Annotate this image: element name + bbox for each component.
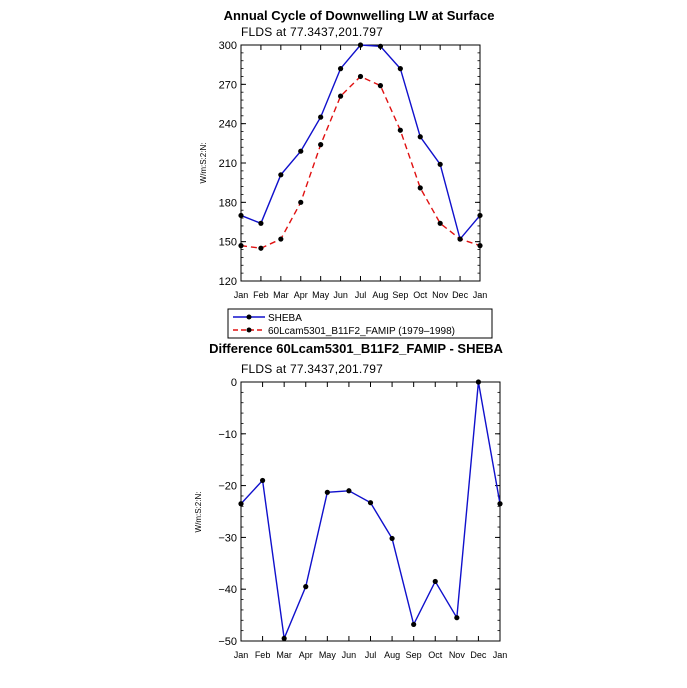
chart2-plot: −50 −40 −30 −20 −10 0 Jan Feb Mar Apr May Jun Jul Aug…: [218, 377, 507, 660]
chart2-xtick-label: Nov: [449, 650, 466, 660]
chart2-xtick-label: Dec: [470, 650, 487, 660]
chart1-xtick-label: Mar: [273, 290, 289, 300]
chart2-series-1-point: [454, 615, 460, 621]
chart2-xtick-label: Apr: [299, 650, 313, 660]
chart1-xtick-label: Apr: [294, 290, 308, 300]
chart1-ytick-label: 240: [219, 119, 237, 131]
chart2-ytick-label: −50: [218, 636, 237, 648]
chart2-series-line-1: [240, 381, 501, 642]
chart1-series-2-point: [337, 93, 344, 99]
chart2-ytick-label: −30: [218, 532, 237, 544]
chart2-ylabel: W/m:S:2:N:: [194, 492, 203, 533]
chart1-xtick-label: Nov: [432, 290, 449, 300]
chart1-series-2-point: [278, 236, 284, 242]
chart1-series-2-point: [298, 199, 304, 205]
chart1-series-1-point: [377, 43, 384, 49]
chart1-ytick-label: 300: [219, 40, 237, 52]
chart2-subtitle: FLDS at 77.3437,201.797: [241, 362, 383, 376]
chart1-ytick-label: 150: [219, 237, 237, 249]
chart1-xtick-label: Sep: [392, 290, 408, 300]
chart2-xtick-label: Jan: [234, 650, 249, 660]
chart1-xtick-label: Jul: [355, 290, 367, 300]
legend-label-model: 60Lcam5301_B11F2_FAMIP (1979–1998): [268, 326, 455, 337]
chart1-series-2-point: [477, 243, 483, 249]
chart1-ytick-label: 120: [219, 276, 237, 288]
chart1-series-2-point: [437, 220, 443, 226]
chart1-series-2-point: [238, 243, 244, 249]
chart1-legend: SHEBA 60Lcam5301_B11F2_FAMIP (1979–1998): [227, 308, 493, 339]
chart2-ytick-label: −20: [218, 481, 237, 493]
chart2-xtick-label: Jun: [342, 650, 357, 660]
chart1-series-1-point: [477, 212, 483, 219]
chart1-xtick-label: Jan: [234, 290, 249, 300]
chart1-series-2-point: [357, 73, 364, 80]
chart2-xtick-label: May: [319, 650, 337, 660]
chart1-ytick-label: 180: [219, 197, 237, 209]
chart2-xtick-label: Mar: [276, 650, 292, 660]
chart1-series-1-point: [238, 212, 244, 219]
chart2-xtick-label: Jul: [365, 650, 377, 660]
chart1-xtick-label: Oct: [413, 290, 428, 300]
chart1-ylabel: W/m:S:2:N:: [199, 143, 208, 184]
chart1-xtick-label: Dec: [452, 290, 469, 300]
chart1-series-1-point: [337, 66, 344, 72]
legend-marker-sheba: [246, 314, 252, 320]
legend-box: [227, 308, 493, 339]
chart2-series-1-point: [475, 379, 482, 385]
chart2-series-1-point: [497, 501, 503, 507]
chart1-ytick-label: 210: [219, 158, 237, 170]
chart2-series-1-point: [324, 489, 330, 495]
chart2-series-1-point: [411, 621, 417, 628]
chart2-series-1-point: [259, 477, 266, 484]
legend-label-sheba: SHEBA: [268, 313, 302, 324]
chart1-title: Annual Cycle of Downwelling LW at Surfac…: [224, 8, 495, 23]
chart2-series-1-point: [432, 578, 438, 585]
chart2-title: Difference 60Lcam5301_B11F2_FAMIP - SHEB…: [209, 341, 503, 356]
chart1-xtick-label: Jan: [473, 290, 488, 300]
chart2-series-1-point: [367, 500, 374, 506]
chart1-series-1-point: [397, 66, 403, 72]
chart1-xtick-label: Aug: [372, 290, 388, 300]
chart2-ytick-label: −10: [218, 429, 237, 441]
chart1-series-1-point: [417, 134, 423, 140]
chart2-series-1-point: [303, 584, 309, 590]
chart2-series-1-point: [281, 635, 287, 642]
chart1-series-2-point: [318, 142, 324, 148]
chart1-series-1-point: [298, 148, 304, 154]
legend-marker-model: [246, 327, 252, 333]
chart2-xtick-label: Jan: [493, 650, 508, 660]
chart1-frame: [240, 44, 481, 282]
chart1-series-2-point: [377, 83, 384, 89]
chart1-series-1-point: [357, 42, 364, 48]
chart1-subtitle: FLDS at 77.3437,201.797: [241, 25, 383, 39]
chart2-ytick-label: 0: [231, 377, 237, 389]
chart1-ytick-label: 270: [219, 79, 237, 91]
chart1-series-1-point: [318, 114, 324, 120]
chart1-series-1-point: [437, 161, 443, 167]
chart2-ytick-label: −40: [218, 584, 237, 596]
chart1-series-2-point: [397, 127, 403, 133]
chart1-xtick-label: May: [312, 290, 330, 300]
chart1-series-1-point: [258, 220, 264, 226]
chart2-xtick-label: Feb: [255, 650, 271, 660]
chart1-series-2-point: [417, 185, 423, 191]
chart1-xtick-label: Feb: [253, 290, 269, 300]
chart1-series-line-2: [240, 75, 481, 249]
chart1-xtick-label: Jun: [333, 290, 348, 300]
chart1-series-1-point: [278, 172, 284, 178]
chart1-series-2-point: [258, 245, 264, 251]
chart2-xtick-label: Aug: [384, 650, 400, 660]
chart2-series-1-point: [238, 501, 244, 507]
chart2-xtick-label: Oct: [428, 650, 443, 660]
chart2-series-1-point: [346, 488, 352, 494]
chart1-series-2-point: [457, 236, 463, 242]
chart1-plot: 120 150 180 210 240 270 300 Jan Feb Mar Apr May Jun J…: [219, 40, 488, 300]
chart2-xtick-label: Sep: [406, 650, 422, 660]
chart2-series-1-point: [389, 535, 395, 542]
